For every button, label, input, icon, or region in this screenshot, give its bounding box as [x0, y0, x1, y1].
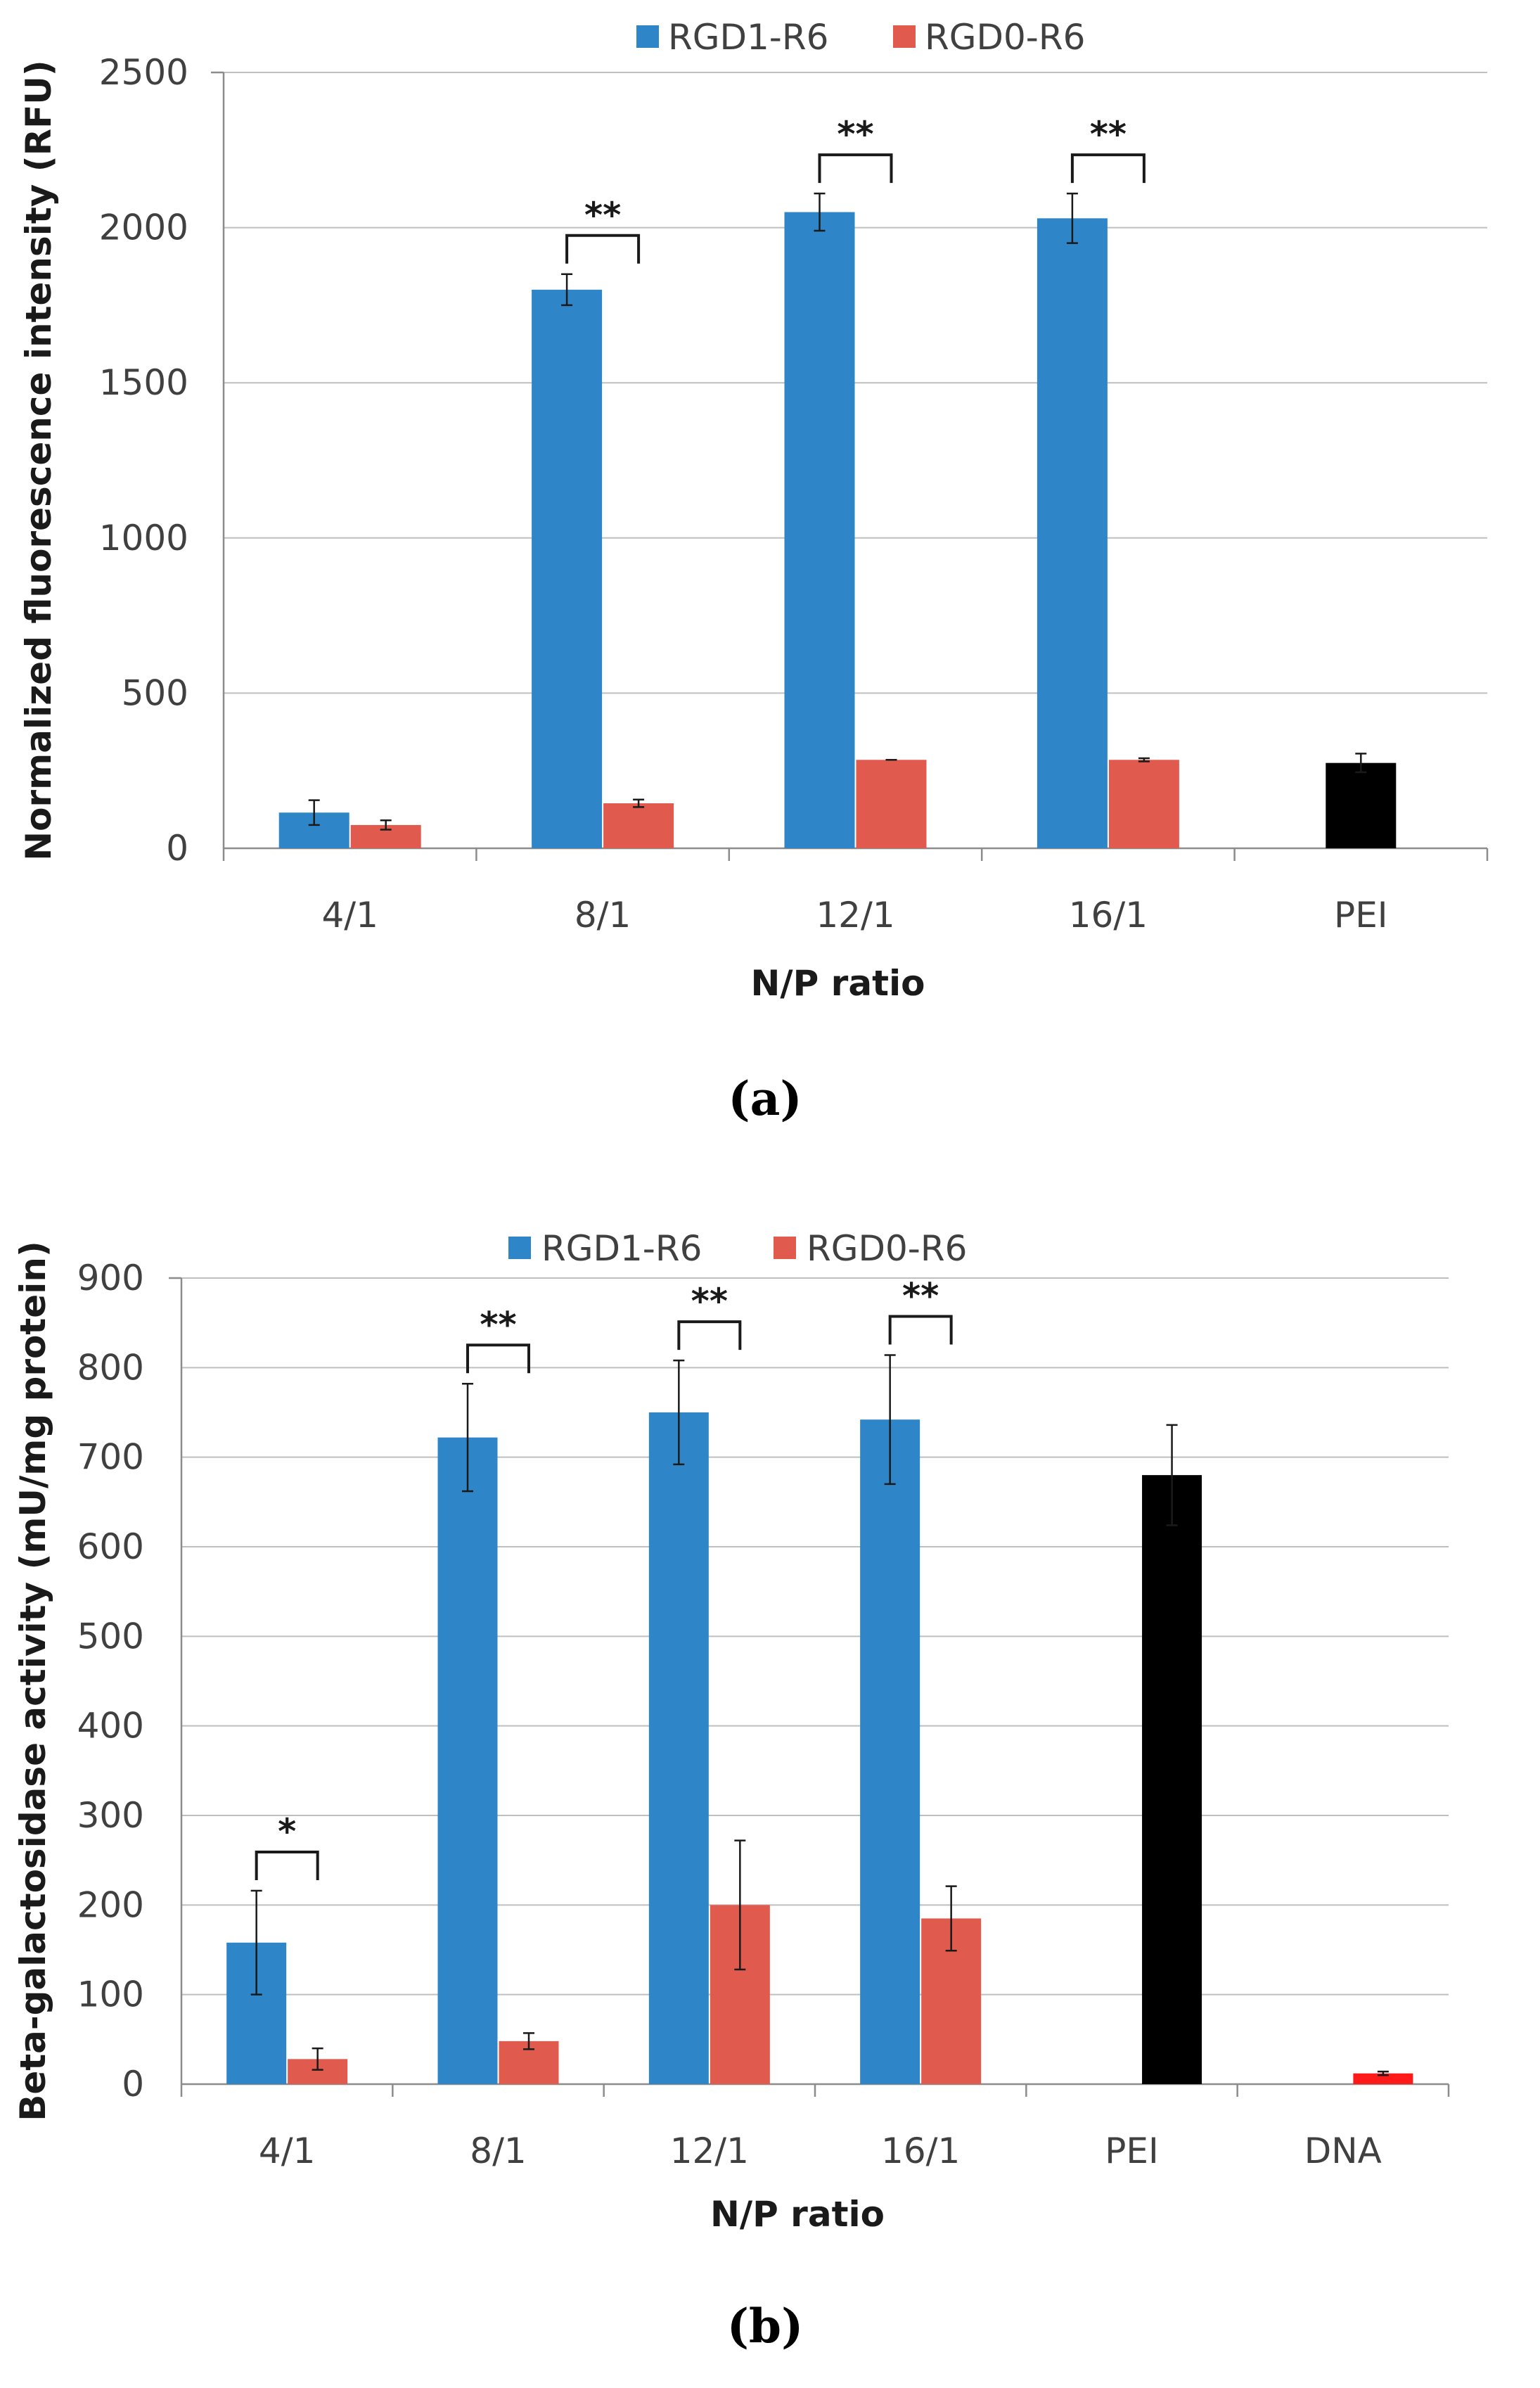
- chart-panel-1: 0 500 1000 1500 2000 2500 4/1 8/1 12/1 16/1 PEI ** *…: [18, 17, 1489, 1126]
- legend-swatch-rgd0-r6: [774, 1237, 796, 1259]
- x-axis-title: N/P ratio: [751, 963, 925, 1004]
- x-axis-title: N/P ratio: [710, 2194, 885, 2235]
- bar-dna-DNA: [1353, 2073, 1413, 2084]
- bar-rgd1-r6-16-1: [1037, 218, 1108, 848]
- x-tick-label: 12/1: [670, 2131, 749, 2171]
- significance-label: *: [278, 1811, 296, 1852]
- bar-rgd1-r6-12-1: [784, 212, 855, 848]
- legend-swatch-rgd1-r6: [636, 25, 659, 48]
- y-tick-label: 600: [77, 1526, 144, 1567]
- bar-rgd0-r6-8-1: [603, 803, 674, 848]
- significance-label: **: [837, 114, 873, 155]
- x-tick-label: PEI: [1105, 2131, 1159, 2171]
- legend-label: RGD0-R6: [807, 1228, 967, 1269]
- panel-label: (a): [728, 1071, 802, 1126]
- legend-label: RGD0-R6: [925, 17, 1085, 58]
- bar-rgd1-r6-8-1: [532, 289, 603, 849]
- x-tick-label: 4/1: [259, 2131, 315, 2171]
- significance-label: **: [691, 1281, 728, 1322]
- x-tick-label: 16/1: [1069, 895, 1148, 936]
- y-tick-label: 700: [77, 1437, 144, 1478]
- x-tick-label: 8/1: [575, 895, 631, 936]
- x-tick-label: 12/1: [816, 895, 894, 936]
- bar-rgd1-r6-16-1: [860, 1419, 920, 2084]
- significance-label: **: [902, 1276, 939, 1317]
- y-tick-label: 300: [77, 1795, 144, 1836]
- y-tick-label: 1500: [99, 362, 188, 403]
- x-tick-label: 16/1: [881, 2131, 960, 2171]
- significance-bracket: [565, 234, 641, 264]
- y-tick-label: 0: [122, 2064, 144, 2105]
- significance-label: **: [480, 1304, 516, 1345]
- y-tick-label: 2000: [99, 207, 188, 248]
- y-tick-label: 500: [77, 1616, 144, 1656]
- y-axis-title: Normalized fluorescence intensity (RFU): [18, 60, 59, 861]
- bar-rgd0-r6-16-1: [1108, 760, 1179, 848]
- significance-label: **: [584, 195, 621, 236]
- y-tick-label: 800: [77, 1347, 144, 1388]
- legend-swatch-rgd1-r6: [508, 1237, 531, 1259]
- x-tick-label: PEI: [1334, 895, 1388, 936]
- bar-rgd0-r6-12-1: [856, 760, 927, 848]
- y-tick-label: 1000: [99, 518, 188, 558]
- chart-panel-2: 0 100 200 300 400 500 600 700 800 900 4/1 8/1 12/1 16…: [13, 1228, 1450, 2354]
- significance-label: **: [1090, 114, 1127, 155]
- y-tick-label: 500: [122, 672, 188, 713]
- significance-bracket: [818, 153, 893, 184]
- significance-bracket: [1070, 153, 1146, 184]
- y-tick-label: 900: [77, 1258, 144, 1298]
- bar-pei-PEI: [1142, 1475, 1202, 2084]
- panel-label: (b): [727, 2299, 804, 2354]
- y-tick-label: 400: [77, 1706, 144, 1747]
- y-tick-label: 0: [166, 828, 188, 869]
- y-tick-label: 2500: [99, 52, 188, 93]
- significance-bracket: [677, 1320, 742, 1351]
- significance-bracket: [466, 1343, 530, 1374]
- y-axis-title: Beta-galactosidase activity (mU/mg prote…: [13, 1241, 53, 2121]
- y-tick-label: 100: [77, 1974, 144, 2015]
- x-tick-label: 8/1: [470, 2131, 526, 2171]
- x-tick-label: 4/1: [321, 895, 378, 936]
- bar-rgd1-r6-8-1: [437, 1437, 498, 2084]
- bar-pei-PEI: [1326, 762, 1397, 848]
- legend-swatch-rgd0-r6: [893, 25, 916, 48]
- significance-bracket: [888, 1315, 953, 1345]
- legend-label: RGD1-R6: [541, 1228, 702, 1269]
- significance-bracket: [255, 1850, 319, 1880]
- y-tick-label: 200: [77, 1884, 144, 1925]
- bar-rgd1-r6-12-1: [648, 1412, 709, 2084]
- x-tick-label: DNA: [1304, 2131, 1382, 2171]
- legend-label: RGD1-R6: [668, 17, 828, 58]
